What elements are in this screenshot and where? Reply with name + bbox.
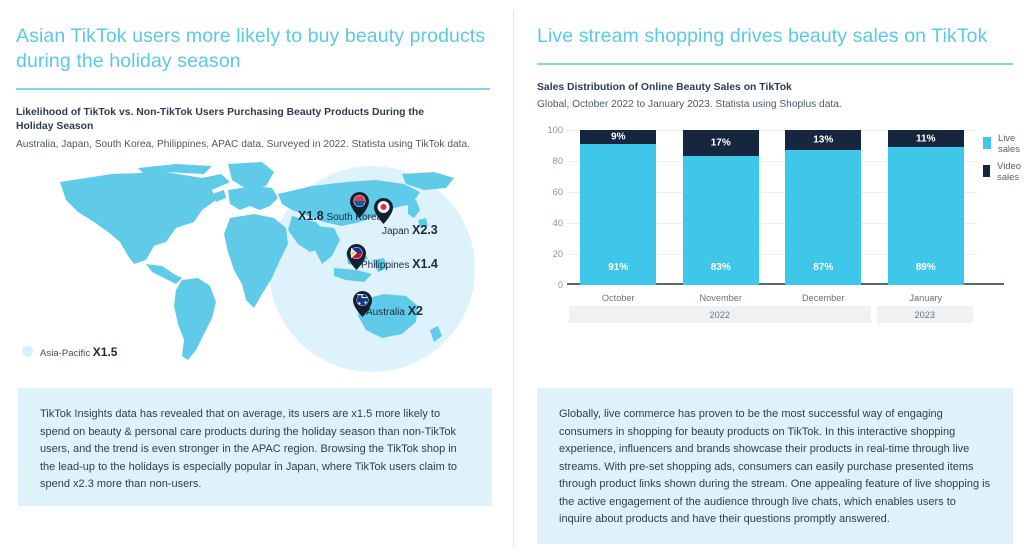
bar-label-video-sales: 17% bbox=[710, 137, 731, 149]
bar-segment-video-sales[interactable]: 17% bbox=[682, 130, 759, 157]
panel-divider bbox=[513, 10, 514, 547]
map-label-south-korea: X1.8 South Korea bbox=[298, 208, 383, 224]
x-axis-label: January bbox=[909, 293, 943, 303]
map-value-australia: X2 bbox=[407, 303, 423, 318]
map-country-japan: Japan bbox=[382, 225, 410, 237]
bar-segment-live-sales[interactable]: 83% bbox=[682, 156, 759, 285]
apac-legend-label: Asia-Pacific bbox=[40, 347, 91, 359]
map-label-philippines: Philippines X1.4 bbox=[361, 256, 438, 272]
right-chart-source: Global, October 2022 to January 2023. St… bbox=[537, 99, 842, 110]
map-country-south-korea: South Korea bbox=[326, 211, 383, 223]
legend-swatch-icon bbox=[983, 165, 991, 177]
map-pin-philippines[interactable] bbox=[347, 243, 366, 270]
right-info-box: Globally, live commerce has proven to be… bbox=[537, 388, 1013, 544]
gridline bbox=[567, 161, 977, 162]
y-axis-tick: 100 bbox=[547, 125, 563, 135]
gridline bbox=[567, 192, 977, 193]
y-axis-tick: 0 bbox=[557, 280, 563, 290]
map-label-australia: Australia X2 bbox=[366, 303, 423, 319]
right-chart-title: Sales Distribution of Online Beauty Sale… bbox=[537, 81, 792, 93]
left-headline: Asian TikTok users more likely to buy be… bbox=[16, 25, 486, 72]
map-value-philippines: X1.4 bbox=[412, 256, 438, 271]
y-axis-tick: 40 bbox=[552, 218, 563, 228]
chart-plot-area: 0 20 40 60 80 100 9% 91% October 17% 83% November 13… bbox=[547, 125, 1004, 303]
y-axis-tick: 80 bbox=[552, 156, 563, 166]
apac-legend-value: X1.5 bbox=[92, 344, 118, 359]
left-chart-title: Likelihood of TikTok vs. Non-TikTok User… bbox=[16, 106, 424, 133]
bar-group[interactable]: 13% 87% bbox=[785, 130, 862, 285]
map-value-japan: X2.3 bbox=[412, 222, 438, 237]
bar-label-video-sales: 11% bbox=[916, 133, 936, 145]
gridline bbox=[567, 223, 977, 224]
x-axis-label: December bbox=[802, 293, 845, 303]
bar-segment-video-sales[interactable]: 9% bbox=[580, 130, 657, 144]
y-axis-tick: 20 bbox=[552, 249, 563, 259]
left-chart-source: Australia, Japan, South Korea, Philippin… bbox=[16, 138, 470, 150]
bar-segment-live-sales[interactable]: 87% bbox=[785, 150, 862, 285]
x-axis-label: November bbox=[699, 293, 742, 303]
map-country-australia: Australia bbox=[366, 306, 405, 318]
y-axis-tick: 60 bbox=[552, 187, 563, 197]
map-label-japan: Japan X2.3 bbox=[382, 222, 438, 238]
legend-label: Video sales bbox=[997, 160, 1021, 182]
bar-group[interactable]: 11% 89% bbox=[887, 130, 964, 285]
apac-legend-swatch-icon bbox=[22, 346, 33, 357]
left-divider bbox=[16, 88, 490, 90]
gridline bbox=[567, 130, 977, 131]
world-map: X1.8 South Korea Japan X2.3 bbox=[16, 160, 506, 372]
year-band-row: 2022 2023 bbox=[567, 306, 1004, 323]
world-map-svg bbox=[60, 161, 454, 360]
map-country-philippines: Philippines bbox=[361, 259, 410, 271]
map-pin-south-korea[interactable] bbox=[350, 191, 369, 218]
legend-item[interactable]: Live sales bbox=[983, 132, 1024, 154]
legend-label: Live sales bbox=[998, 132, 1020, 154]
bar-segment-video-sales[interactable]: 13% bbox=[785, 130, 862, 151]
bar-label-live-sales: 89% bbox=[915, 262, 936, 273]
year-band: 2023 bbox=[876, 306, 973, 323]
bar-group[interactable]: 9% 91% bbox=[580, 130, 657, 285]
map-pin-japan[interactable] bbox=[374, 197, 393, 224]
map-pin-australia[interactable] bbox=[353, 290, 372, 317]
x-axis-label: October bbox=[601, 293, 635, 303]
map-value-south-korea: X1.8 bbox=[298, 208, 324, 223]
chart-legend: Live sales Video sales bbox=[983, 132, 1024, 182]
apac-legend-text: Asia-Pacific X1.5 bbox=[40, 345, 117, 359]
left-panel: Asian TikTok users more likely to buy be… bbox=[16, 25, 506, 506]
legend-swatch-icon bbox=[983, 137, 991, 149]
bar-label-video-sales: 13% bbox=[813, 134, 834, 146]
bar-segment-live-sales[interactable]: 91% bbox=[580, 143, 657, 285]
right-headline: Live stream shopping drives beauty sales… bbox=[537, 25, 988, 47]
bar-label-video-sales: 9% bbox=[611, 131, 626, 143]
bar-segment-video-sales[interactable]: 11% bbox=[887, 130, 964, 148]
legend-item[interactable]: Video sales bbox=[983, 160, 1024, 182]
stacked-bar-chart: 0 20 40 60 80 100 9% 91% October 17% 83% November 13… bbox=[537, 125, 1021, 326]
bar-label-live-sales: 91% bbox=[608, 262, 629, 273]
right-panel: Live stream shopping drives beauty sales… bbox=[513, 0, 1024, 557]
right-divider bbox=[537, 63, 1013, 65]
bar-group[interactable]: 17% 83% bbox=[682, 130, 759, 285]
left-info-box: TikTok Insights data has revealed that o… bbox=[18, 388, 492, 506]
bar-segment-live-sales[interactable]: 89% bbox=[887, 147, 964, 285]
gridline bbox=[567, 254, 977, 255]
year-band: 2022 bbox=[569, 306, 871, 323]
bar-label-live-sales: 83% bbox=[710, 262, 731, 273]
bar-label-live-sales: 87% bbox=[813, 262, 834, 273]
map-legend-apac: Asia-Pacific X1.5 bbox=[22, 345, 117, 359]
